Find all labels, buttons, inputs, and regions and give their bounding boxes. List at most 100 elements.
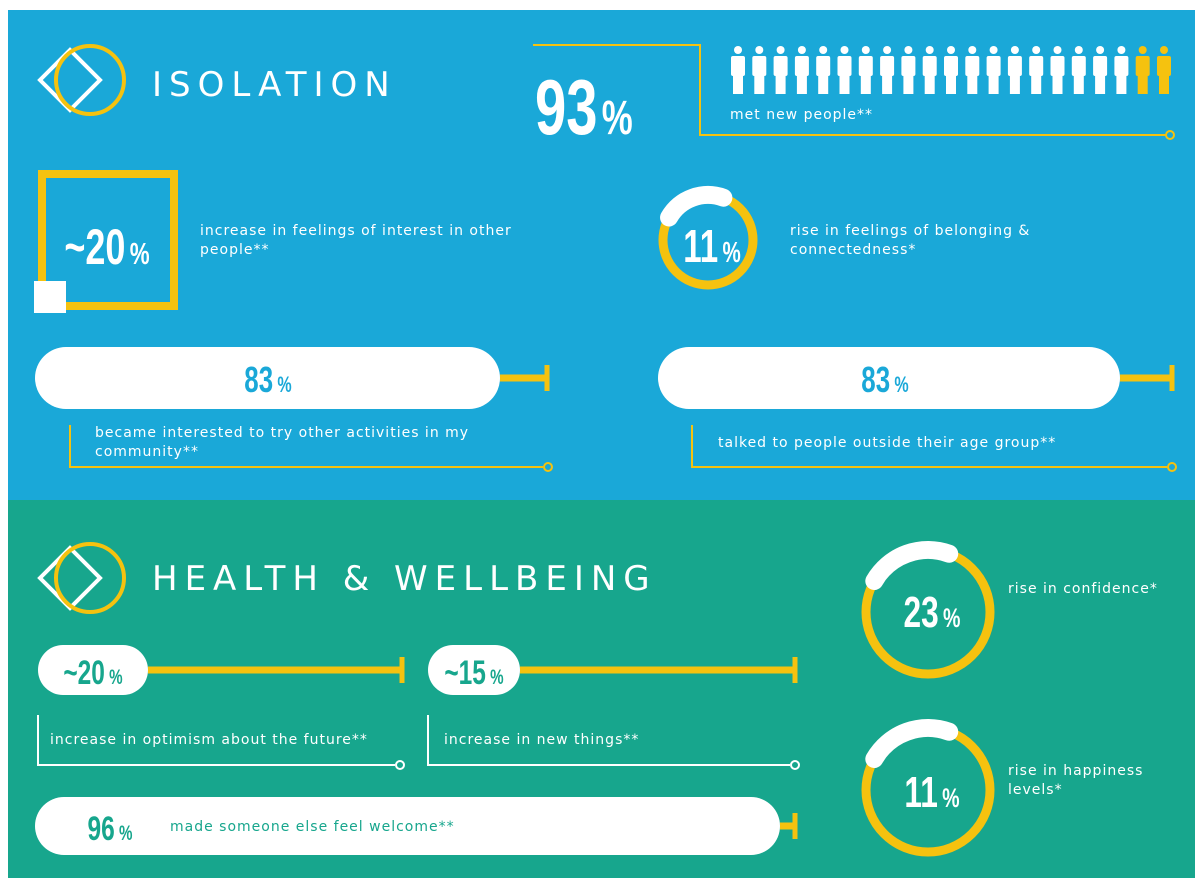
stat-label: increase in new things** <box>444 732 640 748</box>
stat-label: made someone else feel welcome** <box>170 819 455 835</box>
stat-number: 11% <box>904 768 959 817</box>
stat-number: ~15% <box>444 654 503 692</box>
stat-unit: % <box>277 372 291 397</box>
stat-value: 83 <box>861 360 890 400</box>
stat-label: rise in feelings of belonging & connecte… <box>790 223 1031 258</box>
logo-diamond <box>37 47 103 113</box>
person-body <box>752 56 767 76</box>
logo-circle <box>54 44 126 116</box>
stat-unit: % <box>942 783 959 814</box>
underline <box>427 715 790 766</box>
person-head <box>925 46 934 54</box>
logo-circle <box>54 542 126 614</box>
person-head <box>776 46 785 54</box>
stat-unit: % <box>894 372 908 397</box>
underline <box>37 715 395 766</box>
stat-unit: % <box>109 664 122 688</box>
underline-end <box>1167 462 1177 472</box>
person-body <box>794 56 809 76</box>
person-legs <box>1095 75 1106 94</box>
person-body <box>986 56 1001 76</box>
person-legs <box>775 75 786 94</box>
person-legs <box>988 75 999 94</box>
stat-unit: % <box>490 664 503 688</box>
frame-line <box>533 44 1166 136</box>
person-head <box>819 46 828 54</box>
stat-value: ~20 <box>63 654 105 692</box>
person-legs <box>1116 75 1127 94</box>
stat-label: increase in optimism about the future** <box>50 732 368 748</box>
logo-diamond <box>37 545 103 611</box>
person-head <box>1032 46 1041 54</box>
person-head <box>797 46 806 54</box>
person-legs <box>1073 75 1084 94</box>
underline-end <box>395 760 405 770</box>
person-body <box>1071 56 1086 76</box>
person-body <box>901 56 916 76</box>
stat-number: ~20% <box>64 220 149 275</box>
person-body <box>965 56 980 76</box>
person-legs <box>733 75 743 94</box>
person-head <box>1074 46 1083 54</box>
person-body <box>816 56 831 76</box>
stat-number: 96% <box>87 810 132 848</box>
person-head <box>904 46 913 54</box>
person-body <box>880 56 895 76</box>
stat-number: 11% <box>683 222 741 272</box>
person-legs <box>882 75 893 94</box>
person-legs <box>1137 75 1148 94</box>
person-head <box>755 46 764 54</box>
ring-highlight <box>865 719 959 768</box>
ring-highlight <box>660 186 733 227</box>
pill <box>428 645 520 695</box>
person-body <box>858 56 873 76</box>
person-head <box>1053 46 1062 54</box>
person-head <box>861 46 870 54</box>
ring-highlight <box>865 541 959 590</box>
corner-square <box>34 281 66 313</box>
person-legs <box>967 75 978 94</box>
person-head <box>947 46 955 54</box>
person-head <box>734 46 742 54</box>
stat-number: 83% <box>861 360 908 400</box>
person-body <box>1157 56 1171 76</box>
stat-unit: % <box>723 238 741 269</box>
person-body <box>1007 56 1022 76</box>
section-title: ISOLATION <box>152 65 397 105</box>
stat-unit: % <box>602 90 633 144</box>
stat-value: 93 <box>535 64 597 151</box>
underline-end <box>790 760 800 770</box>
person-head <box>1096 46 1105 54</box>
stat-number: ~20% <box>63 654 122 692</box>
pill <box>38 645 148 695</box>
person-legs <box>860 75 871 94</box>
person-body <box>1029 56 1044 76</box>
stat-label: met new people** <box>730 107 874 123</box>
person-legs <box>1009 75 1020 94</box>
person-body <box>837 56 852 76</box>
person-head <box>989 46 998 54</box>
person-body <box>1093 56 1108 76</box>
person-body <box>944 56 958 76</box>
stat-number: 83% <box>244 360 291 400</box>
person-legs <box>796 75 807 94</box>
person-head <box>1160 46 1168 54</box>
frame-end <box>1165 130 1175 140</box>
frame-square <box>38 170 178 310</box>
stat-label: rise in happiness levels* <box>1008 763 1144 798</box>
underline <box>691 425 1167 468</box>
stat-value: 96 <box>87 810 114 848</box>
stat-value: ~20 <box>64 220 125 275</box>
person-body <box>1114 56 1129 76</box>
person-legs <box>839 75 850 94</box>
person-head <box>968 46 977 54</box>
person-body <box>731 56 745 76</box>
person-legs <box>1159 75 1169 94</box>
person-body <box>1135 56 1150 76</box>
stat-number: 23% <box>903 588 960 637</box>
person-legs <box>818 75 829 94</box>
pill <box>658 347 1120 409</box>
person-head <box>1117 46 1126 54</box>
person-legs <box>754 75 765 94</box>
